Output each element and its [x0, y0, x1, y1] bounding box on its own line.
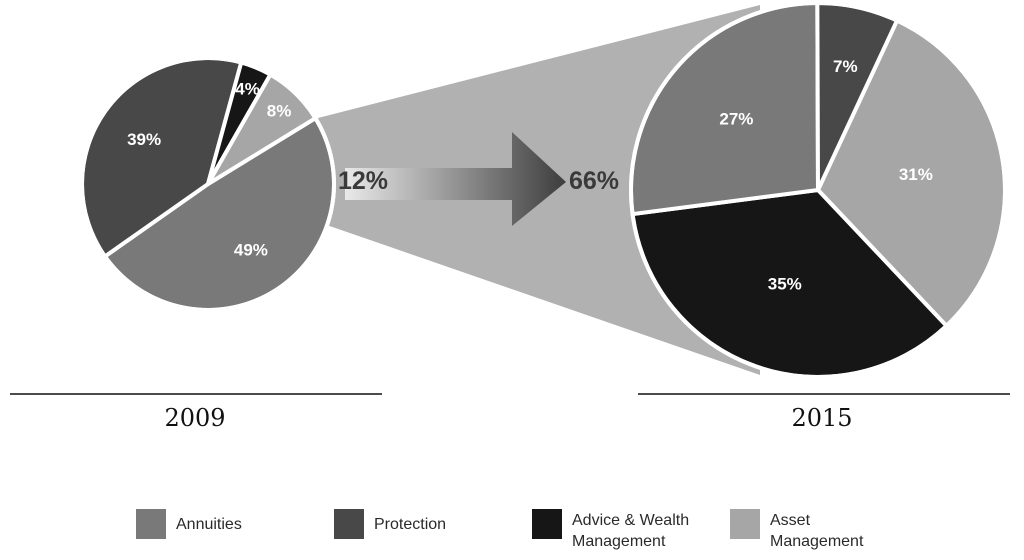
pie-2009-label-protection: 39%	[127, 130, 161, 149]
share-label-2015: 66%	[569, 167, 619, 195]
legend-label-protection: Protection	[374, 516, 447, 533]
legend-label-annuities: Annuities	[176, 516, 242, 533]
pie-2009-label-advice-and-wealth-management: 4%	[235, 80, 260, 99]
legend-swatch-advice-wealth	[532, 509, 562, 539]
growth-arrow	[345, 132, 566, 226]
legend: Annuities Protection Advice & Wealth Man…	[0, 506, 1024, 560]
pie-2015-label-asset-management: 31%	[899, 165, 933, 184]
pie-2015-label-annuities: 27%	[719, 110, 753, 129]
pie-2015-label-advice-and-wealth-management: 35%	[768, 274, 802, 293]
pie-2015-outline	[629, 1, 1007, 379]
legend-swatch-asset-management	[730, 509, 760, 539]
legend-label-asset-management: Asset Management	[770, 512, 864, 550]
share-label-2009: 12%	[338, 167, 388, 195]
chart-canvas: 49% 39% 4% 8% 31% 35% 27% 7% 2009 2015 12% 66%	[10, 1, 1010, 432]
pie-2015-label-protection: 7%	[833, 57, 858, 76]
legend-swatch-annuities	[136, 509, 166, 539]
pie-2009-outline	[80, 56, 336, 312]
year-label-2009: 2009	[164, 404, 225, 432]
pie-2009-label-asset-management: 8%	[267, 102, 292, 121]
legend-label-advice-wealth: Advice & Wealth Management	[572, 512, 690, 550]
legend-swatch-protection	[334, 509, 364, 539]
year-label-2015: 2015	[791, 404, 852, 432]
pie-2009-label-annuities: 49%	[234, 240, 268, 259]
